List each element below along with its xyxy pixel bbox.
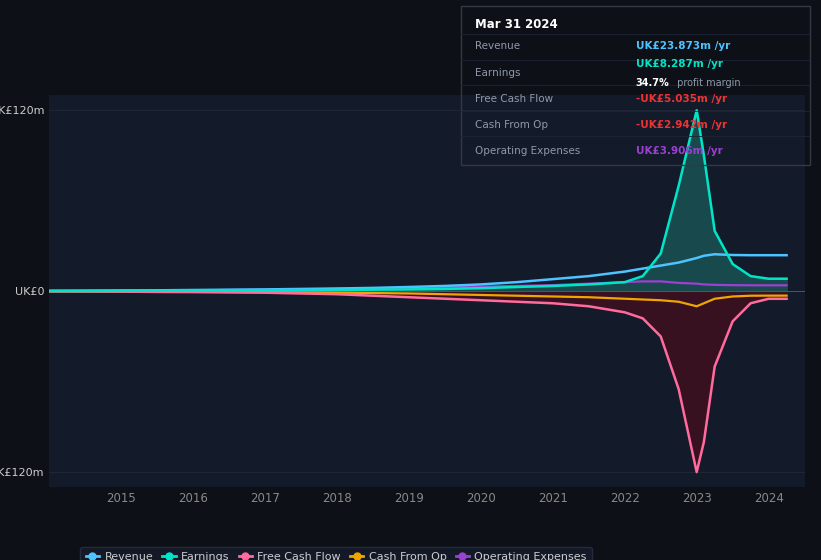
Text: Cash From Op: Cash From Op (475, 119, 548, 129)
Text: UK£23.873m /yr: UK£23.873m /yr (636, 41, 730, 52)
Text: Free Cash Flow: Free Cash Flow (475, 94, 553, 104)
Text: Earnings: Earnings (475, 68, 521, 78)
Legend: Revenue, Earnings, Free Cash Flow, Cash From Op, Operating Expenses: Revenue, Earnings, Free Cash Flow, Cash … (80, 547, 593, 560)
Text: profit margin: profit margin (674, 78, 741, 88)
Text: Mar 31 2024: Mar 31 2024 (475, 18, 558, 31)
Text: Operating Expenses: Operating Expenses (475, 146, 580, 156)
Text: -UK£5.035m /yr: -UK£5.035m /yr (636, 94, 727, 104)
Text: UK£3.906m /yr: UK£3.906m /yr (636, 146, 722, 156)
Text: UK£8.287m /yr: UK£8.287m /yr (636, 59, 722, 69)
Text: -UK£2.942m /yr: -UK£2.942m /yr (636, 119, 727, 129)
Text: Revenue: Revenue (475, 41, 521, 52)
Text: 34.7%: 34.7% (636, 78, 670, 88)
